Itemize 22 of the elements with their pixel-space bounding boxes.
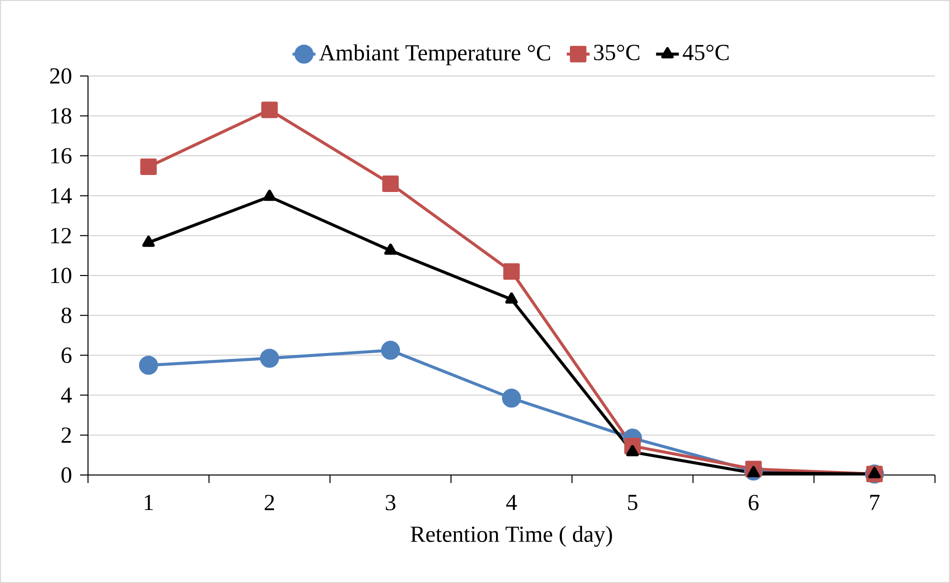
legend-label: 45°C xyxy=(682,44,729,60)
y-tick-label: 20 xyxy=(50,68,72,84)
y-tick-label: 10 xyxy=(51,268,72,284)
x-tick-label: 2 xyxy=(264,494,274,510)
x-tick-label: 7 xyxy=(870,494,880,510)
x-tick-label: 4 xyxy=(506,494,517,510)
x-tick-label: 3 xyxy=(386,494,396,510)
y-tick-label: 18 xyxy=(51,108,72,124)
y-tick-label: 12 xyxy=(51,228,71,244)
y-tick-label: 4 xyxy=(61,388,72,403)
legend-label: Ambiant Temperature °C xyxy=(319,44,550,66)
x-tick-label: 1 xyxy=(144,494,153,510)
y-tick-label: 2 xyxy=(62,427,71,443)
y-tick-label: 0 xyxy=(62,467,72,483)
x-axis-title: Retention Time ( day) xyxy=(410,526,612,547)
legend-label: 35°C xyxy=(594,44,640,60)
y-tick-label: 6 xyxy=(62,348,72,364)
y-tick-label: 16 xyxy=(51,148,72,164)
y-tick-label: 8 xyxy=(62,308,72,324)
x-tick-label: 5 xyxy=(628,494,638,510)
y-tick-label: 14 xyxy=(51,188,72,204)
x-tick-label: 6 xyxy=(748,494,759,510)
